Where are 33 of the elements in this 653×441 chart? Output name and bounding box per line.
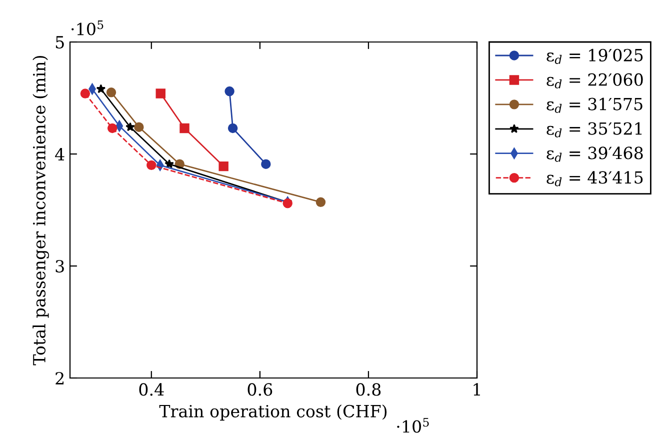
point (156, 88, 166, 98)
legend-label: ε$_{d}$ = 43′415 (546, 171, 643, 186)
x-tick-label: 0.4 (139, 383, 164, 396)
point (261, 159, 271, 169)
legend-label: ε$_{d}$ = 22′060 (546, 73, 643, 88)
point (107, 123, 118, 134)
y-tick-label: 3 (56, 260, 64, 273)
point (224, 86, 234, 96)
point (96, 84, 106, 94)
point (146, 160, 156, 170)
y-axis-title: Total passenger inconvenience (min) (32, 56, 49, 366)
legend-label: ε$_{d}$ = 31′575 (546, 98, 642, 113)
legend-label: ε$_{d}$ = 19′025 (546, 48, 643, 64)
point (80, 88, 90, 98)
text: ·10$^{5}$ (397, 418, 429, 433)
point (106, 88, 116, 98)
point (218, 161, 228, 172)
y-tick-label: 4 (55, 148, 64, 160)
point (126, 122, 135, 132)
point (228, 123, 238, 134)
point (134, 122, 144, 132)
text: ·10$^{5}$ (72, 20, 104, 36)
y-tick-label: 2 (56, 372, 64, 384)
x-axis-title: Train operation cost (CHF) (159, 404, 387, 421)
y-tick-label: 5 (56, 36, 64, 49)
legend-label: ε$_{d}$ = 39′468 (546, 146, 643, 162)
legend-label: ε$_{d}$ = 35′521 (546, 122, 642, 138)
x-tick-label: 0.8 (356, 383, 381, 396)
point (164, 159, 174, 168)
x-tick-label: 0.6 (248, 383, 272, 396)
x-tick-label: 1 (474, 383, 480, 396)
point (316, 197, 326, 208)
point (180, 123, 190, 134)
